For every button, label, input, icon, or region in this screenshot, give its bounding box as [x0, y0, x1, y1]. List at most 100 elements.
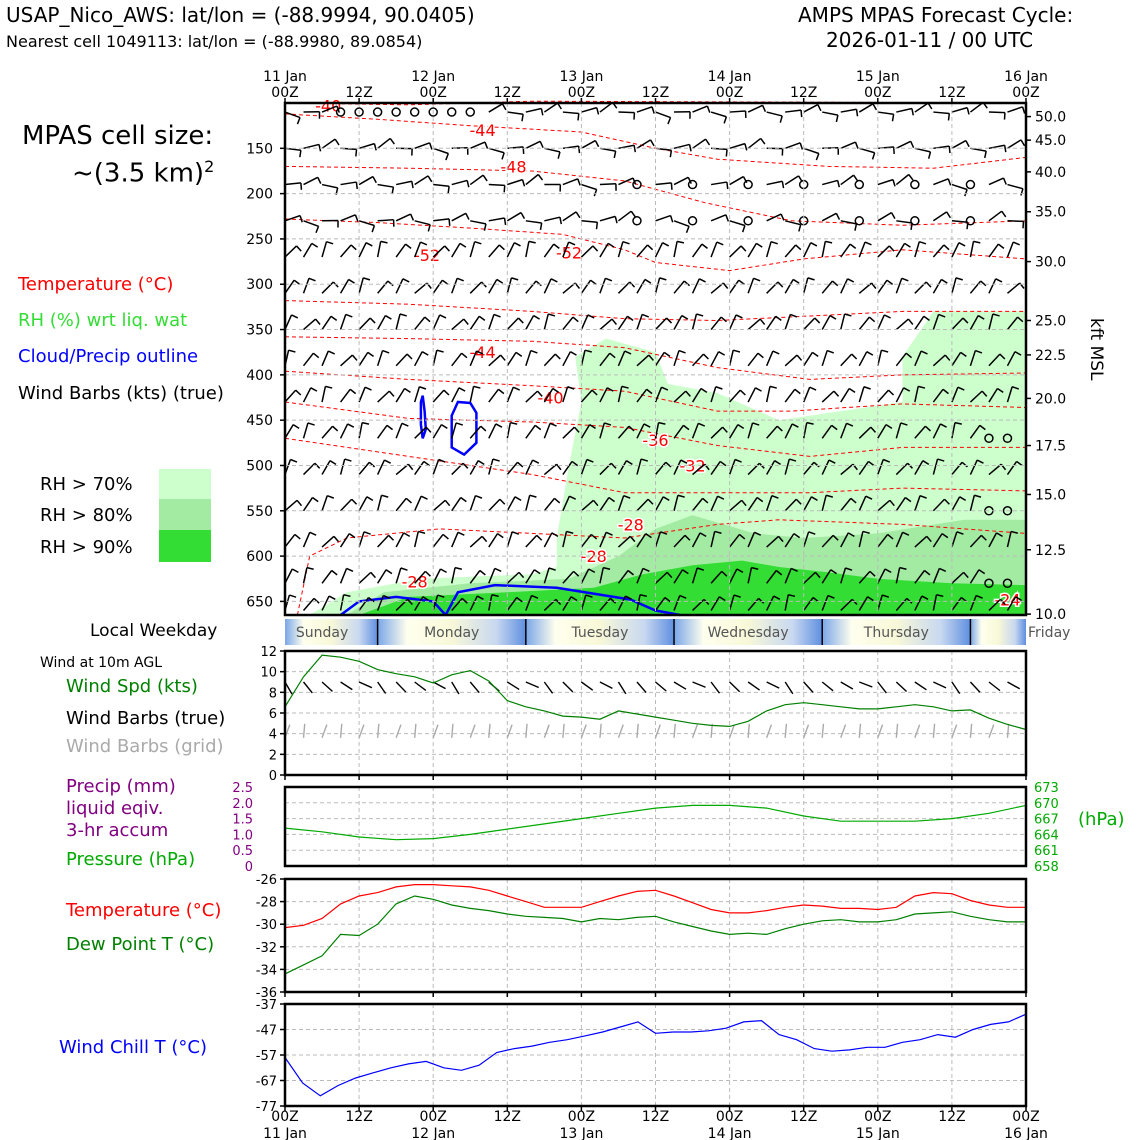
wind-barb-flag: [756, 496, 764, 503]
wind10-barb-true: [988, 681, 1001, 692]
wind-barb: [525, 315, 535, 330]
wind-barb: [488, 244, 500, 258]
wind-barb: [840, 278, 849, 294]
wind-barb: [544, 147, 561, 153]
wind10-barb-true: [710, 681, 721, 694]
wind-barb: [803, 496, 813, 512]
wind-barb-flag: [501, 152, 505, 160]
wind-barb-flag: [836, 180, 841, 188]
wind-barb-flag: [1016, 460, 1023, 467]
wind-barb: [414, 461, 425, 475]
wind-barb: [636, 568, 644, 584]
wind-barb: [840, 313, 846, 330]
cloud-outline: [339, 595, 447, 617]
wind-barb: [710, 241, 718, 258]
wind-barb: [784, 568, 792, 584]
wind-barb: [877, 499, 891, 512]
wind-barb-flag: [289, 594, 297, 598]
wind-barb: [432, 459, 440, 475]
wind-barb: [488, 458, 494, 475]
kft-tick-label: 22.5: [1035, 348, 1066, 364]
wind-barb-flag: [380, 240, 388, 244]
wind-barb-flag: [665, 461, 672, 468]
wind-barb-flag: [722, 282, 729, 289]
wind-barb: [377, 280, 389, 294]
wind-barb-flag: [736, 568, 744, 574]
wind-barb: [988, 353, 1001, 367]
wind-barb: [432, 147, 449, 155]
wind-barb: [988, 388, 999, 403]
wind-barb: [562, 531, 568, 548]
wind-barb-flag: [288, 349, 296, 353]
temp-panel-tick-label: -28: [256, 896, 277, 911]
wind10-barb-grid: [525, 723, 528, 738]
pressure-tick-label: 600: [246, 549, 273, 565]
wind-barb: [562, 596, 572, 611]
wind-barb: [507, 178, 523, 186]
wind-barb-flag: [572, 316, 579, 323]
wind-barb-flag: [977, 314, 985, 320]
wind-barb: [303, 176, 319, 186]
wind-barb: [951, 106, 968, 113]
wind-barb: [506, 242, 515, 258]
wind-barb-flag: [531, 594, 539, 599]
wind-barb: [562, 386, 569, 403]
wind-barb-flag: [942, 388, 949, 395]
wind-barb-flag: [611, 318, 618, 325]
calm-circle: [984, 433, 994, 444]
calm-circle: [965, 179, 976, 190]
wind-barb: [895, 567, 901, 584]
wind-barb-flag: [927, 151, 932, 159]
wind-barb: [784, 175, 800, 186]
wind-barb: [803, 386, 811, 403]
wind-barb-flag: [662, 496, 670, 502]
wind-barb-flag: [535, 280, 542, 287]
time-tick-bottom-label: 00Z: [1012, 1109, 1039, 1125]
wind-barb-flag: [661, 386, 669, 391]
wind-barb: [1006, 241, 1014, 258]
wind-barb-flag: [828, 459, 836, 464]
wind-barb-flag: [752, 422, 760, 426]
wind-barb: [339, 314, 347, 330]
wind-barb-flag: [835, 212, 841, 220]
wind-barb: [784, 458, 791, 475]
calm-circle: [687, 179, 698, 190]
wind-barb: [821, 280, 834, 294]
wind10-barb-grid: [877, 724, 884, 739]
wind-barb-flag: [529, 494, 537, 498]
wind-barb-flag: [835, 114, 839, 123]
wind10-barb-grid: [895, 723, 899, 738]
wind-barb-flag: [510, 421, 518, 425]
wind-barb: [951, 317, 964, 331]
wind-barb-flag: [790, 313, 798, 318]
wind-barb-flag: [382, 349, 390, 354]
wind-barb: [802, 531, 810, 548]
wind-barb: [525, 495, 531, 511]
wind-barb-flag: [751, 566, 759, 571]
wind-barb: [747, 422, 754, 439]
wind-barb-flag: [443, 389, 450, 396]
kft-tick-label: 12.5: [1035, 543, 1066, 559]
wind-barb: [858, 461, 870, 475]
wind-barb: [729, 499, 743, 512]
wind-barb: [840, 497, 852, 512]
wind-barb-flag: [496, 278, 504, 284]
wind-barb-flag: [495, 423, 503, 428]
wind-barb: [562, 570, 575, 584]
wind-barb: [728, 424, 739, 439]
wind-barb-flag: [473, 385, 481, 389]
wind-barb-flag: [577, 146, 581, 154]
wind-barb: [451, 497, 462, 512]
wind-barb-flag: [369, 317, 376, 324]
wind-barb: [580, 424, 591, 439]
wind-barb-flag: [626, 460, 633, 465]
wind-barb-flag: [511, 277, 519, 281]
legend-temp2: Temperature (°C): [66, 900, 222, 921]
wind-barb: [895, 497, 906, 512]
temperature-contour-label: -48: [500, 157, 526, 176]
wind-barb-flag: [922, 460, 930, 465]
wind-barb: [988, 177, 1004, 186]
wind-barb: [377, 424, 388, 439]
wind-barb-flag: [890, 212, 896, 220]
wind-barb-flag: [419, 386, 427, 390]
